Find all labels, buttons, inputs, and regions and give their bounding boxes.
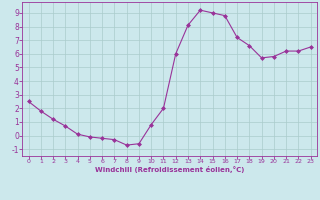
X-axis label: Windchill (Refroidissement éolien,°C): Windchill (Refroidissement éolien,°C) bbox=[95, 166, 244, 173]
